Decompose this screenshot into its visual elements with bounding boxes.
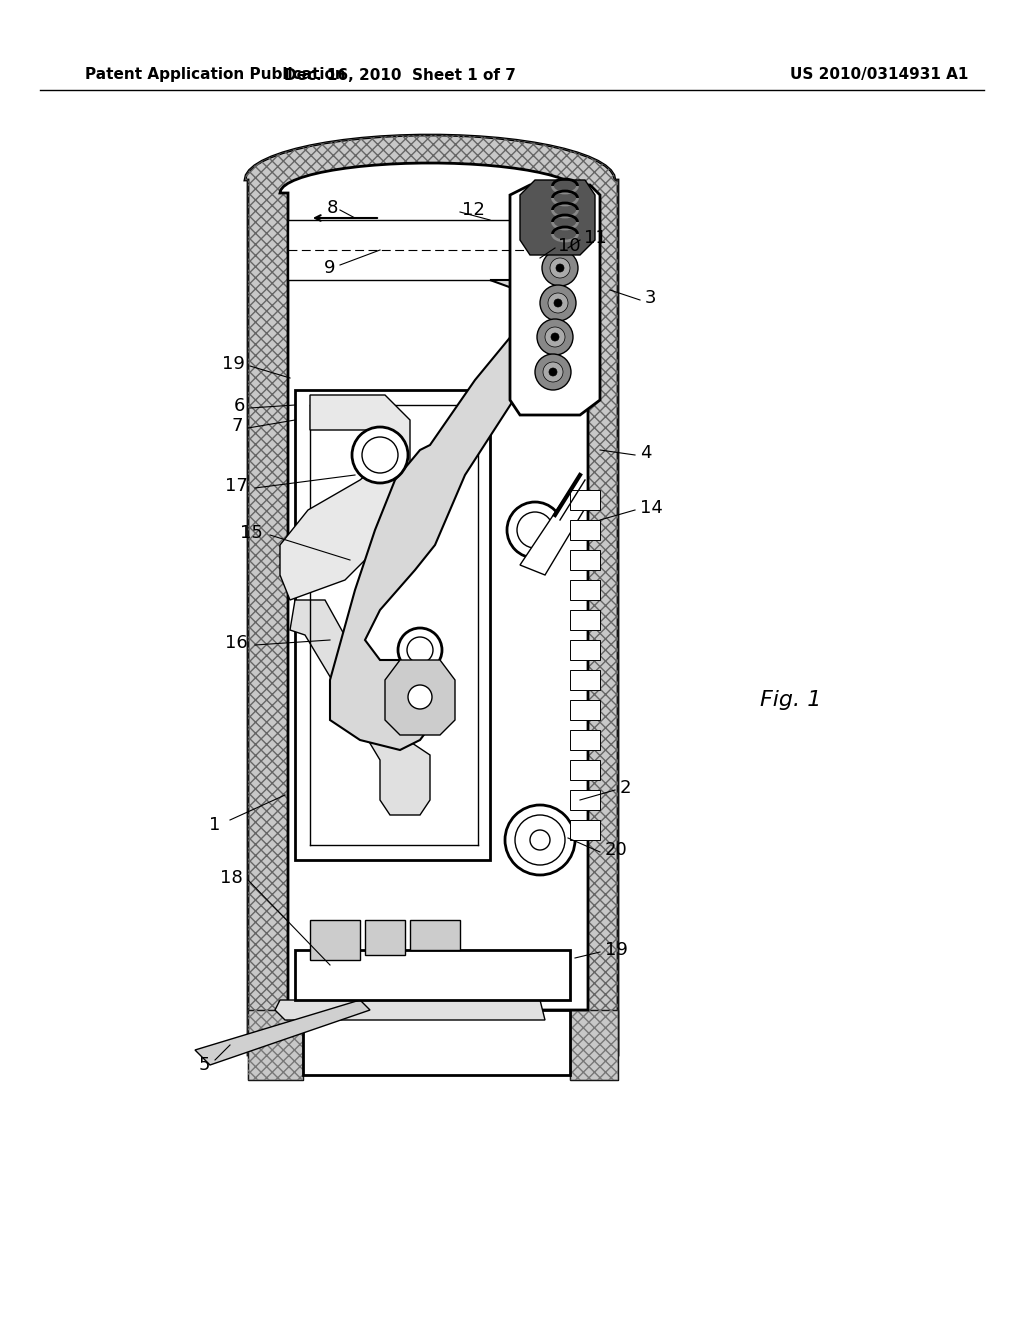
Text: 5: 5 — [199, 1056, 210, 1074]
Polygon shape — [570, 671, 600, 690]
Circle shape — [535, 354, 571, 389]
Polygon shape — [275, 1001, 545, 1020]
Text: 16: 16 — [225, 634, 248, 652]
Polygon shape — [290, 601, 430, 814]
Circle shape — [542, 249, 578, 286]
Text: 11: 11 — [584, 228, 607, 247]
Polygon shape — [570, 730, 600, 750]
Polygon shape — [570, 820, 600, 840]
Circle shape — [549, 368, 557, 376]
Circle shape — [545, 190, 565, 210]
Circle shape — [551, 195, 559, 205]
Text: 7: 7 — [231, 417, 243, 436]
Circle shape — [537, 319, 573, 355]
Polygon shape — [295, 389, 490, 861]
Circle shape — [548, 293, 568, 313]
Circle shape — [543, 362, 563, 381]
Polygon shape — [365, 920, 406, 954]
Polygon shape — [295, 950, 570, 1001]
Polygon shape — [520, 180, 595, 255]
Text: Fig. 1: Fig. 1 — [760, 690, 821, 710]
Polygon shape — [410, 920, 460, 950]
Circle shape — [517, 512, 553, 548]
Text: 20: 20 — [605, 841, 628, 859]
Circle shape — [552, 224, 572, 246]
Polygon shape — [570, 789, 600, 810]
Text: 19: 19 — [222, 355, 245, 374]
Polygon shape — [248, 1010, 303, 1080]
Text: 9: 9 — [324, 259, 335, 277]
Polygon shape — [570, 1010, 618, 1080]
Polygon shape — [570, 760, 600, 780]
Polygon shape — [385, 660, 455, 735]
Text: 18: 18 — [220, 869, 243, 887]
Polygon shape — [570, 520, 600, 540]
Circle shape — [407, 638, 433, 663]
Polygon shape — [570, 610, 600, 630]
Polygon shape — [330, 280, 560, 750]
Circle shape — [505, 805, 575, 875]
Text: Patent Application Publication: Patent Application Publication — [85, 67, 346, 82]
Circle shape — [550, 257, 570, 279]
Text: 19: 19 — [605, 941, 628, 960]
Polygon shape — [303, 1010, 570, 1074]
Circle shape — [537, 182, 573, 218]
Text: 4: 4 — [640, 444, 651, 462]
Polygon shape — [520, 490, 590, 576]
Circle shape — [362, 437, 398, 473]
Polygon shape — [195, 1001, 370, 1065]
Polygon shape — [288, 220, 530, 280]
Circle shape — [352, 426, 408, 483]
Text: 14: 14 — [640, 499, 663, 517]
Text: 15: 15 — [240, 524, 263, 543]
Text: Dec. 16, 2010  Sheet 1 of 7: Dec. 16, 2010 Sheet 1 of 7 — [284, 67, 516, 82]
Polygon shape — [510, 185, 600, 414]
Polygon shape — [245, 135, 618, 1055]
Circle shape — [507, 502, 563, 558]
Circle shape — [398, 628, 442, 672]
Circle shape — [544, 216, 580, 253]
Circle shape — [558, 231, 566, 239]
Polygon shape — [310, 920, 360, 960]
Circle shape — [545, 327, 565, 347]
Circle shape — [540, 285, 575, 321]
Polygon shape — [280, 164, 588, 1010]
Text: 1: 1 — [209, 816, 220, 834]
Polygon shape — [570, 579, 600, 601]
Text: 10: 10 — [558, 238, 581, 255]
Circle shape — [551, 333, 559, 341]
Circle shape — [408, 685, 432, 709]
Text: 17: 17 — [225, 477, 248, 495]
Polygon shape — [570, 640, 600, 660]
Polygon shape — [280, 395, 410, 601]
Text: 2: 2 — [620, 779, 632, 797]
Text: US 2010/0314931 A1: US 2010/0314931 A1 — [790, 67, 969, 82]
Circle shape — [530, 830, 550, 850]
Text: 12: 12 — [462, 201, 485, 219]
Polygon shape — [570, 490, 600, 510]
Circle shape — [556, 264, 564, 272]
Polygon shape — [570, 550, 600, 570]
Text: 6: 6 — [233, 397, 245, 414]
Circle shape — [554, 300, 562, 308]
Text: 3: 3 — [645, 289, 656, 308]
Text: 8: 8 — [327, 199, 338, 216]
Circle shape — [515, 814, 565, 865]
Polygon shape — [570, 700, 600, 719]
